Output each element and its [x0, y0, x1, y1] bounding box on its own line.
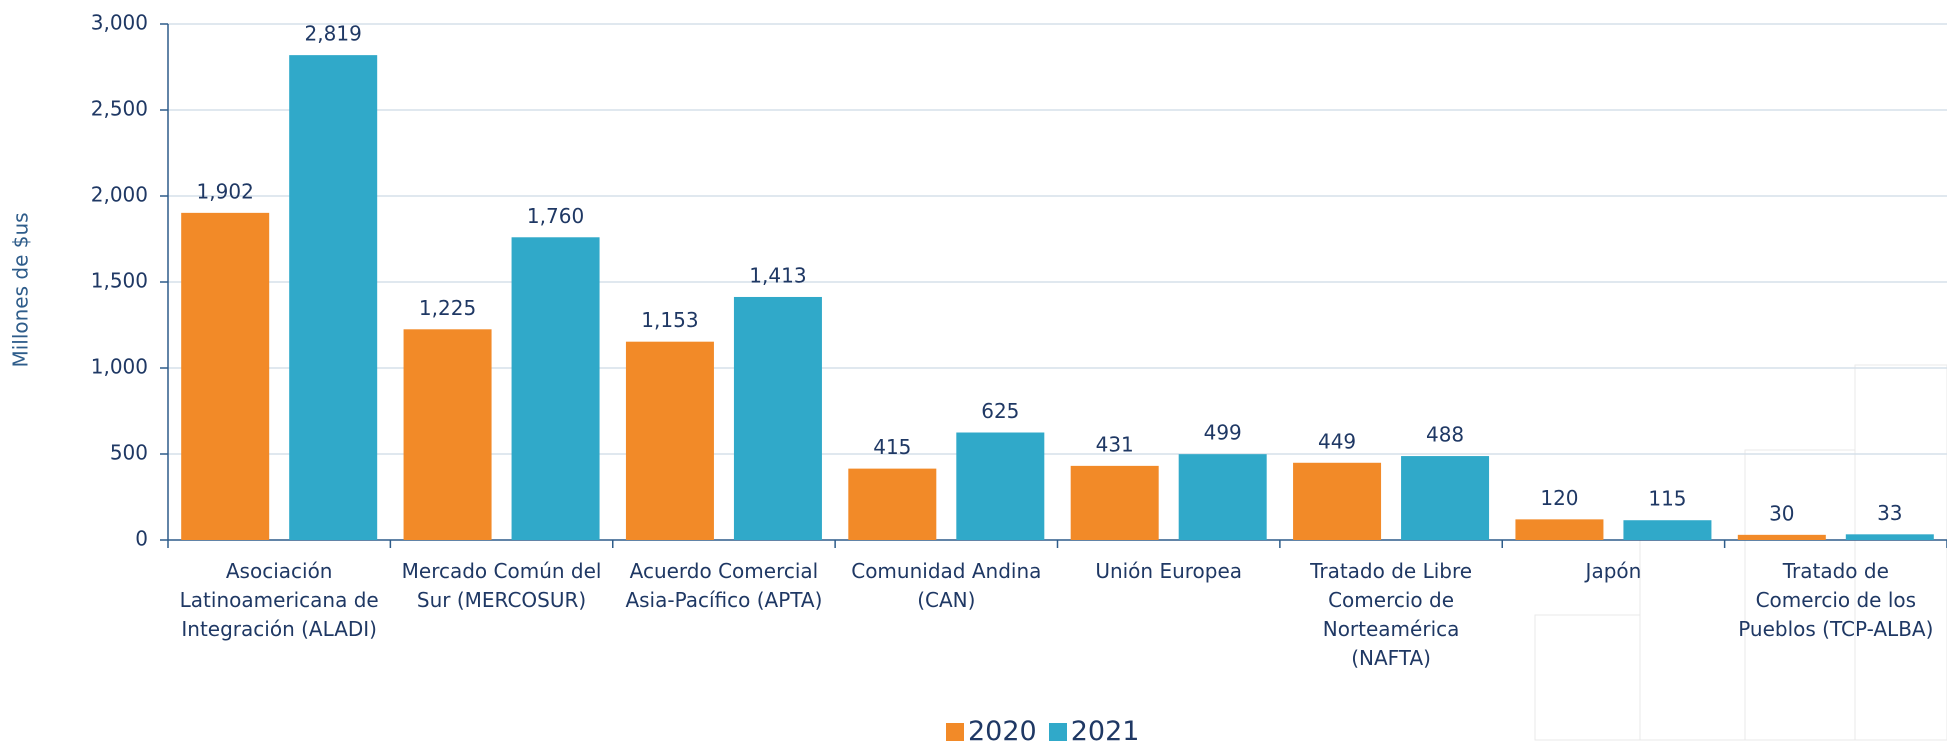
- legend-label: 2020: [968, 716, 1037, 744]
- bar: [733, 296, 822, 540]
- bar: [956, 432, 1045, 540]
- data-label: 33: [1877, 501, 1902, 525]
- bar: [848, 468, 937, 540]
- y-axis-label: Millones de $us: [9, 212, 33, 367]
- data-label: 625: [981, 399, 1019, 423]
- bar: [1070, 465, 1159, 540]
- data-label: 431: [1096, 432, 1134, 456]
- x-tick-label: Japón: [1585, 559, 1642, 583]
- data-label: 1,413: [749, 263, 806, 287]
- x-tick-label: Tratado de Comercio de los Pueblos (TCP-…: [1738, 559, 1934, 641]
- bar: [1178, 454, 1267, 540]
- legend: 2020 2021: [946, 716, 1151, 744]
- bar: [1293, 462, 1382, 540]
- y-tick-label: 0: [135, 527, 148, 551]
- bar: [511, 237, 600, 540]
- bar: [289, 55, 378, 541]
- x-tick-label: Comunidad Andina (CAN): [851, 559, 1042, 612]
- legend-swatch: [1048, 722, 1067, 741]
- data-label: 2,819: [305, 22, 362, 46]
- x-tick-label: Mercado Común del Sur (MERCOSUR): [401, 559, 602, 612]
- bar: [625, 341, 714, 540]
- y-tick-label: 2,000: [91, 183, 148, 207]
- bar: [1515, 519, 1604, 540]
- y-tick-label: 2,500: [91, 97, 148, 121]
- x-tick-label: Asociación Latinoamericana de Integració…: [179, 559, 379, 641]
- data-label: 449: [1318, 429, 1356, 453]
- data-label: 1,760: [527, 204, 584, 228]
- x-tick-label: Acuerdo Comercial Asia-Pacífico (APTA): [625, 559, 823, 612]
- legend-label: 2021: [1070, 716, 1140, 744]
- bar: [1623, 520, 1712, 540]
- data-label: 120: [1540, 486, 1578, 510]
- data-label: 1,153: [641, 308, 698, 332]
- data-label: 1,225: [419, 296, 476, 320]
- data-label: 488: [1426, 423, 1464, 447]
- bar: [1845, 534, 1934, 540]
- data-label: 115: [1648, 487, 1686, 511]
- data-label: 499: [1204, 421, 1242, 445]
- data-label: 415: [873, 435, 911, 459]
- bar: [1737, 534, 1826, 540]
- bar: [1401, 456, 1490, 540]
- y-tick-label: 3,000: [91, 11, 148, 35]
- decor: [1534, 364, 1947, 741]
- y-tick-label: 500: [110, 441, 148, 465]
- bar: [181, 212, 270, 540]
- legend-swatch: [946, 722, 964, 741]
- data-label: 1,902: [197, 179, 254, 203]
- y-tick-label: 1,500: [91, 269, 148, 293]
- x-tick-label: Tratado de Libre Comercio de Norteaméric…: [1310, 559, 1473, 670]
- data-label: 30: [1769, 501, 1794, 525]
- bar: [403, 329, 492, 540]
- x-tick-label: Unión Europea: [1095, 559, 1243, 583]
- y-tick-label: 1,000: [91, 355, 148, 379]
